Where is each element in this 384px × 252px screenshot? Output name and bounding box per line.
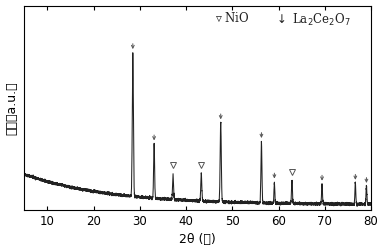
Text: $\downarrow$ La$_2$Ce$_2$O$_7$: $\downarrow$ La$_2$Ce$_2$O$_7$ — [274, 12, 351, 28]
Text: $\triangledown$ NiO: $\triangledown$ NiO — [215, 12, 250, 25]
Y-axis label: 强度（a.u.）: 强度（a.u.） — [5, 81, 18, 135]
X-axis label: 2θ (度): 2θ (度) — [179, 233, 216, 246]
